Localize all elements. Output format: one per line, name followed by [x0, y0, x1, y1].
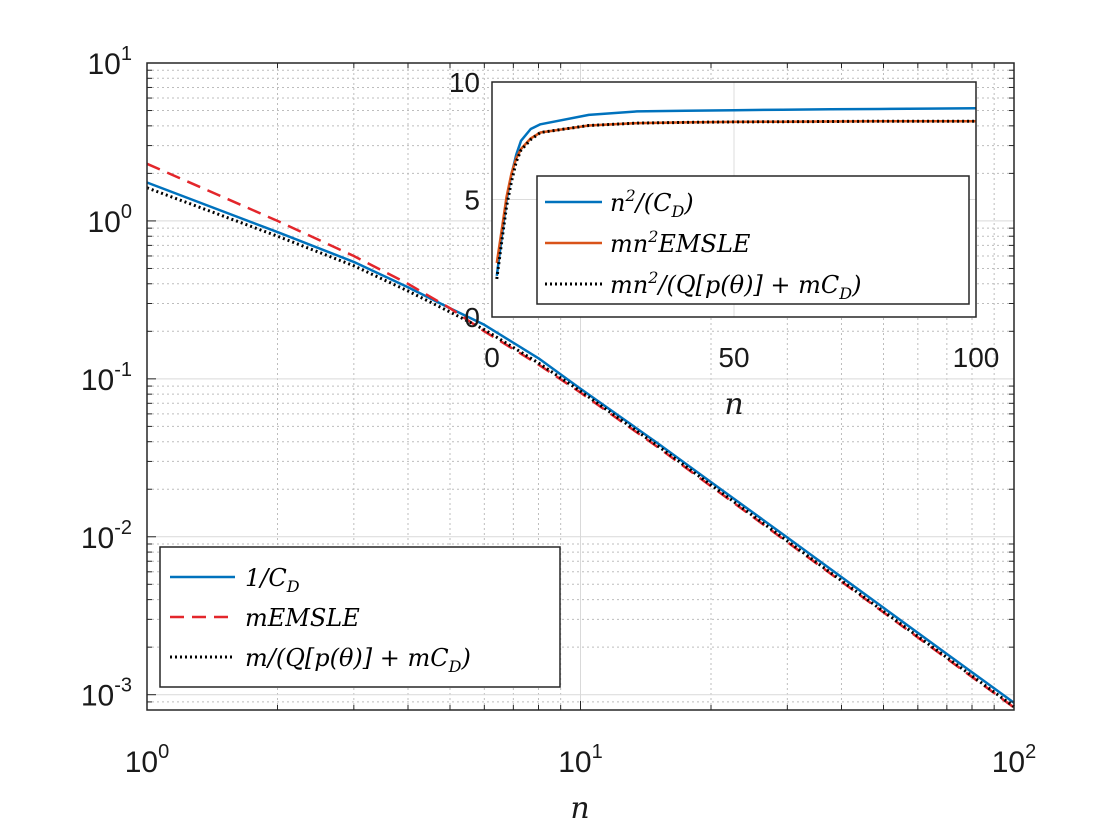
main-legend-entry-cd: 1/CD — [245, 564, 300, 596]
main-y-tick-label: 10-1 — [81, 359, 132, 397]
inset-legend-entry-cd: n2/(CD) — [610, 186, 694, 221]
inset-x-tick-label: 50 — [718, 342, 749, 373]
inset-y-tick-label: 0 — [464, 302, 480, 333]
main-legend-entry-bound: m/(Q[p(θ)] + mCD) — [245, 644, 471, 676]
main-x-tick-label: 102 — [992, 741, 1037, 779]
inset-x-tick-label: 100 — [953, 342, 1000, 373]
main-legend: 1/CD mEMSLE m/(Q[p(θ)] + mCD) — [159, 546, 561, 688]
inset-legend: n2/(CD) mn2EMSLE mn2/(Q[p(θ)] + mCD) — [536, 175, 970, 305]
main-x-tick-label: 100 — [125, 741, 170, 779]
main-series-group — [146, 162, 1015, 709]
main-series-cd-line — [146, 181, 1015, 704]
inset-x-tick-labels: 0 50 100 — [484, 342, 999, 373]
inset-y-tick-label: 5 — [464, 185, 480, 216]
main-x-tick-label: 101 — [558, 741, 603, 779]
inset-y-tick-label: 10 — [449, 67, 480, 98]
inset-plot-frame — [491, 81, 977, 318]
main-x-axis-label: n — [570, 791, 589, 826]
main-y-tick-label: 100 — [88, 201, 133, 239]
inset-y-tick-labels: 0 5 10 — [449, 67, 480, 333]
inset-series-group — [495, 107, 977, 280]
inset-x-axis-label: n — [724, 387, 743, 422]
main-series-bound-line — [146, 186, 1015, 708]
main-y-tick-label: 101 — [88, 43, 133, 81]
inset-x-tick-label: 0 — [484, 342, 500, 373]
main-y-tick-label: 10-3 — [81, 675, 132, 713]
main-y-tick-label: 10-2 — [81, 517, 132, 555]
main-x-tick-labels: 100 101 102 — [125, 741, 1037, 779]
main-legend-entry-emsle: mEMSLE — [245, 604, 360, 632]
inset-legend-entry-emsle: mn2EMSLE — [610, 227, 751, 258]
main-ticks — [146, 62, 1015, 711]
inset-legend-entry-bound: mn2/(Q[p(θ)] + mCD) — [610, 268, 862, 303]
main-y-tick-labels: 10-3 10-2 10-1 100 101 — [81, 43, 132, 713]
inset-legend-box — [536, 175, 970, 305]
inset-series-bound-line — [495, 119, 976, 280]
